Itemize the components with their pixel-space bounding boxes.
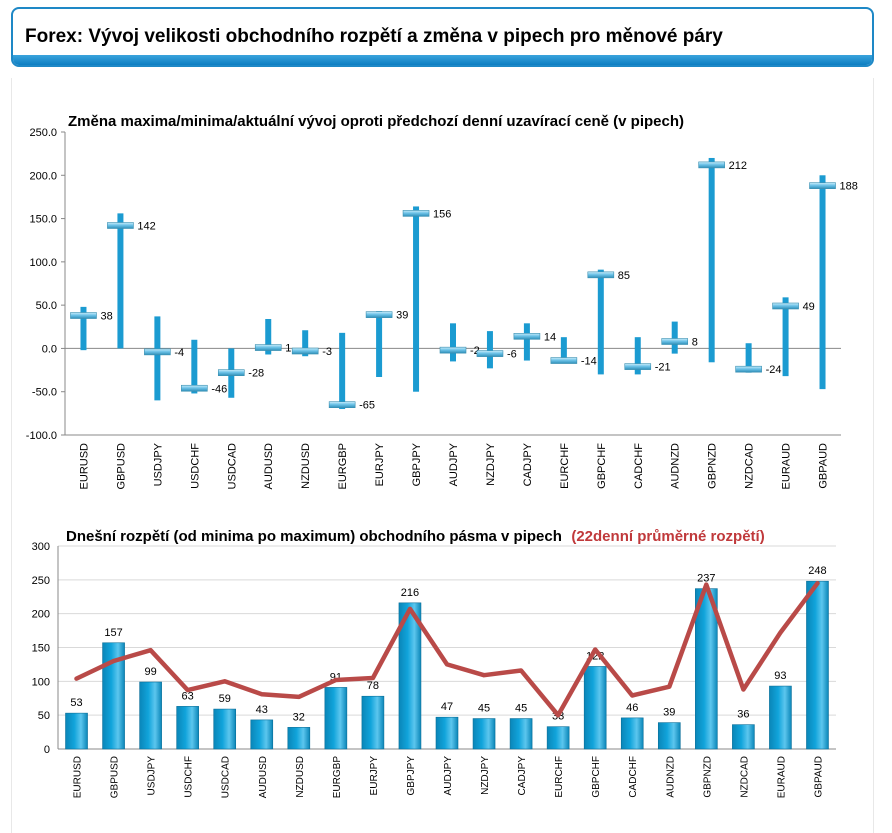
- chart1-data-label: 1: [285, 343, 291, 355]
- chart1-data-label: 38: [100, 311, 112, 323]
- chart1-current-marker: [107, 222, 134, 229]
- chart1-x-tick-label: GBPCHF: [596, 443, 608, 489]
- chart1-range-bar: [376, 311, 383, 377]
- chart1-data-label: -6: [507, 349, 517, 361]
- chart1-data-label: 85: [618, 270, 630, 282]
- chart1-x-tick-label: EURUSD: [78, 443, 90, 490]
- chart1-range-bar: [782, 297, 789, 377]
- chart1-data-label: 14: [544, 331, 556, 343]
- chart1-current-marker: [70, 312, 97, 319]
- chart1-range-bar: [634, 337, 641, 375]
- chart1-data-label: -4: [174, 347, 184, 359]
- chart1-current-marker: [809, 182, 836, 189]
- chart1-y-tick-label: -100.0: [26, 430, 57, 442]
- chart1-range-bar: [671, 321, 678, 354]
- chart1-current-marker: [587, 271, 615, 279]
- chart1-range-bar: [80, 306, 87, 351]
- chart1-current-marker: [144, 348, 171, 356]
- chart1-current-marker: [550, 357, 578, 364]
- chart1-range-bar: [413, 206, 420, 392]
- chart1-current-marker: [181, 384, 208, 392]
- chart1-x-tick-label: GBPNZD: [707, 443, 719, 489]
- chart1-x-tick-label: GBPJPY: [411, 442, 423, 486]
- chart1-data-label: -28: [248, 368, 264, 380]
- chart1-data-label: 8: [692, 337, 698, 349]
- chart1-x-tick-label: USDJPY: [152, 442, 164, 486]
- chart1-range-bar: [450, 323, 456, 362]
- chart1-x-tick-label: AUDJPY: [448, 442, 460, 486]
- chart1-current-marker: [772, 302, 799, 310]
- chart1-data-label: -3: [322, 346, 332, 358]
- chart1-y-tick-label: 100.0: [29, 257, 57, 269]
- chart1-y-tick-label: 0.0: [42, 343, 57, 355]
- chart1-y-tick-label: -50.0: [32, 387, 57, 399]
- chart1-y-tick-label: 250.0: [29, 127, 57, 139]
- chart1-x-tick-label: EURAUD: [781, 443, 793, 490]
- chart1-title: Změna maxima/minima/aktuální vývoj oprot…: [68, 113, 684, 130]
- chart1-x-tick-label: AUDNZD: [670, 443, 682, 489]
- chart1-range-bar: [523, 323, 530, 361]
- chart1-range-bar: [339, 332, 346, 410]
- chart1-data-label: -14: [581, 356, 597, 368]
- chart1-range-bar: [708, 157, 715, 363]
- chart1-range-bar: [154, 316, 161, 401]
- chart1-x-tick-label: GBPAUD: [818, 443, 830, 489]
- chart1-x-tick-label: CADJPY: [522, 442, 534, 486]
- chart1-current-marker: [624, 363, 652, 370]
- chart1-data-label: 188: [840, 181, 858, 193]
- chart1-current-marker: [661, 338, 689, 345]
- chart1-current-marker: [291, 347, 319, 355]
- chart1-current-marker: [328, 401, 356, 409]
- chart1-data-label: -65: [359, 400, 375, 412]
- header-box: Forex: Vývoj velikosti obchodního rozpět…: [11, 7, 874, 67]
- chart1-current-marker: [439, 346, 467, 354]
- chart1-range-bar: [819, 175, 826, 390]
- chart1-range-bar: [560, 337, 567, 364]
- chart1-data-label: 142: [137, 220, 155, 232]
- chart1-range-bar: [486, 331, 493, 369]
- chart1-x-tick-label: NZDUSD: [300, 443, 312, 489]
- chart1-range-bar: [745, 343, 752, 373]
- chart1-x-tick-label: CADCHF: [633, 443, 645, 489]
- chart1-y-tick-label: 150.0: [29, 214, 57, 226]
- chart1-range-bar: [117, 213, 124, 349]
- chart1-data-label: -21: [655, 362, 671, 374]
- chart1-current-marker: [735, 365, 762, 373]
- chart1-current-marker: [513, 333, 541, 340]
- chart1-current-marker: [698, 161, 725, 169]
- chart1-x-tick-label: USDCAD: [226, 443, 238, 490]
- header-accent-bar: [13, 55, 872, 65]
- chart1-x-tick-label: EURGBP: [337, 443, 349, 489]
- chart1-data-label: -2: [470, 345, 480, 357]
- chart1-current-marker: [217, 369, 245, 376]
- chart1-range-bar: [191, 339, 198, 394]
- chart1-range-bar: [265, 318, 272, 355]
- chart1-x-tick-label: AUDUSD: [263, 443, 275, 490]
- chart1-current-marker: [365, 311, 393, 318]
- chart1-range-bar: [302, 330, 309, 357]
- chart1-data-label: -24: [766, 364, 782, 376]
- chart1-current-marker: [402, 210, 430, 217]
- charts-panel: [11, 78, 874, 833]
- page-title: Forex: Vývoj velikosti obchodního rozpět…: [25, 26, 723, 47]
- chart1-data-label: 212: [729, 160, 747, 172]
- chart1-y-tick-label: 50.0: [36, 300, 57, 312]
- chart1-x-tick-label: EURCHF: [559, 443, 571, 489]
- chart1-data-label: -46: [211, 383, 227, 395]
- chart1-current-marker: [254, 344, 282, 351]
- chart1-data-label: 39: [396, 310, 408, 322]
- chart1-x-tick-label: NZDJPY: [485, 442, 497, 485]
- chart1-x-tick-label: GBPUSD: [115, 443, 127, 490]
- chart1-x-tick-label: NZDCAD: [744, 443, 756, 489]
- chart1-data-label: 49: [803, 301, 815, 313]
- chart1-y-tick-label: 200.0: [29, 170, 57, 182]
- chart1-data-label: 156: [433, 208, 451, 220]
- chart1-x-tick-label: EURJPY: [374, 442, 386, 486]
- chart1-range-bar: [597, 269, 604, 375]
- chart1-current-marker: [476, 350, 504, 357]
- chart1-x-tick-label: USDCHF: [189, 443, 201, 489]
